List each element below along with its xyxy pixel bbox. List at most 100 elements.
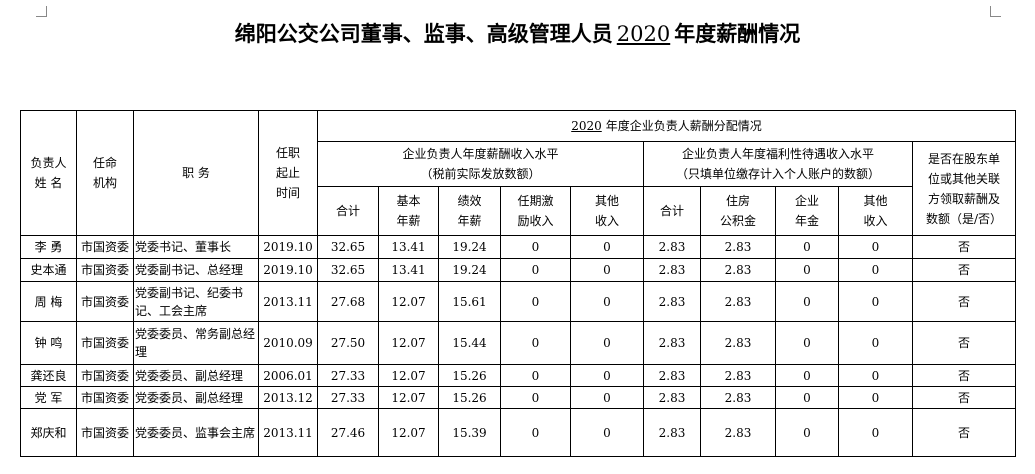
header-line: 是否在股东单 — [927, 151, 1000, 166]
header-line: 任期激 — [517, 194, 554, 208]
header-cell: 是否在股东单 位或其他关联 方领取薪酬及 数额（是/否） — [912, 141, 1016, 236]
data-cell: 2013.11 — [258, 281, 318, 322]
data-cell: 12.07 — [378, 386, 439, 409]
header-line: 企业 — [794, 194, 819, 208]
header-cell: 其他 收入 — [838, 186, 913, 236]
data-cell: 0 — [838, 408, 913, 457]
header-cell: 住房 公积金 — [700, 186, 776, 236]
data-cell: 0 — [500, 235, 571, 259]
header-line: 其他 — [594, 194, 619, 208]
data-cell: 12.07 — [378, 364, 439, 387]
title-year: 2020 — [616, 22, 671, 46]
header-line: 合计 — [335, 204, 360, 218]
corner-mark — [990, 6, 1001, 17]
data-cell: 0 — [775, 321, 839, 365]
data-cell: 2006.01 — [258, 364, 318, 387]
data-cell: 0 — [838, 258, 913, 282]
data-cell: 0 — [570, 408, 644, 457]
header-cell: 合计 — [643, 186, 701, 236]
data-cell: 0 — [500, 281, 571, 322]
data-row: 史本通 市国资委 党委副书记、总经理 2019.10 32.65 13.41 19.24 0 0… — [20, 258, 1016, 282]
data-cell: 2.83 — [700, 321, 776, 365]
data-cell: 0 — [775, 258, 839, 282]
header-cell: 其他 收入 — [570, 186, 644, 236]
data-cell: 党委委员、监事会主席 — [133, 408, 259, 457]
data-row: 李 勇市国资委 党委书记、董事长 2019.10 32.65 13.41 19.24 0 0 2… — [20, 235, 1016, 259]
data-cell: 0 — [838, 321, 913, 365]
header-cell: 任职 起止 时间 — [258, 110, 318, 236]
header-line: 收入 — [863, 214, 888, 228]
data-cell: 市国资委 — [76, 281, 134, 322]
header-line: 数额（是/否） — [925, 211, 1003, 226]
data-cell: 钟 鸣 — [20, 321, 77, 365]
header-cell: 合计 — [317, 186, 379, 236]
header-cell: 负责人姓 名 — [20, 110, 77, 236]
header-line: 其他 — [863, 194, 888, 208]
data-cell: 党 军 — [20, 386, 77, 409]
header-cell: 任期激 励收入 — [500, 186, 571, 236]
title-part: 绵阳公交公司董事、监事、高级管理人员 — [234, 21, 613, 46]
data-cell: 市国资委 — [76, 321, 134, 365]
data-cell: 13.41 — [378, 235, 439, 259]
data-cell: 市国资委 — [76, 258, 134, 282]
data-cell: 0 — [570, 364, 644, 387]
data-cell: 0 — [570, 235, 644, 259]
data-cell: 否 — [912, 258, 1016, 282]
data-cell: 否 — [912, 281, 1016, 322]
header-line: 公积金 — [719, 214, 756, 228]
data-cell: 0 — [775, 364, 839, 387]
header-cell: 任命 机构 — [76, 110, 134, 236]
data-cell: 2.83 — [700, 258, 776, 282]
data-cell: 15.39 — [438, 408, 501, 457]
data-cell: 否 — [912, 386, 1016, 409]
data-cell: 0 — [570, 258, 644, 282]
header-line: 基本 — [396, 194, 421, 208]
header-cell: 职 务 — [133, 110, 259, 236]
data-cell: 0 — [775, 408, 839, 457]
data-cell: 0 — [500, 386, 571, 409]
data-cell: 党委副书记、纪委书记、工会主席 — [133, 281, 259, 322]
data-cell: 0 — [570, 281, 644, 322]
data-cell: 32.65 — [317, 258, 379, 282]
data-cell: 12.07 — [378, 321, 439, 365]
data-cell: 2.83 — [643, 258, 701, 282]
data-cell: 0 — [838, 364, 913, 387]
salary-table: 负责人姓 名任命 机构职 务任职 起止 时间 2020 年度企业负责人薪酬分配情况 企业负责… — [20, 110, 1016, 457]
data-cell: 史本通 — [20, 258, 77, 282]
data-cell: 15.26 — [438, 364, 501, 387]
data-cell: 0 — [838, 235, 913, 259]
data-row: 党 军市国资委 党委委员、副总经理 2013.12 27.33 12.07 15.26 0 0… — [20, 386, 1016, 409]
data-row: 郑庆和 市国资委 党委委员、监事会主席 2013.11 27.46 12.07 15.39 0… — [20, 408, 1016, 457]
data-cell: 李 勇 — [20, 235, 77, 259]
header-line: 年金 — [794, 214, 819, 228]
group-year: 2020 — [571, 119, 602, 133]
data-cell: 2013.11 — [258, 408, 318, 457]
data-cell: 2010.09 — [258, 321, 318, 365]
data-cell: 2.83 — [643, 408, 701, 457]
data-cell: 0 — [775, 235, 839, 259]
data-cell: 2.83 — [700, 235, 776, 259]
data-cell: 15.44 — [438, 321, 501, 365]
header-line: 职 务 — [182, 166, 210, 180]
data-cell: 2.83 — [643, 386, 701, 409]
data-cell: 12.07 — [378, 281, 439, 322]
header-cell: 企业负责人年度福利性待遇收入水平 （只填单位缴存计入个人账户的数额） — [643, 141, 913, 187]
data-cell: 市国资委 — [76, 386, 134, 409]
header-line: （只填单位缴存计入个人账户的数额） — [675, 167, 880, 181]
header-line: 起止 — [275, 166, 300, 180]
data-cell: 2.83 — [643, 321, 701, 365]
data-cell: 27.33 — [317, 364, 379, 387]
header-line: 年薪 — [396, 214, 421, 228]
data-cell: 2.83 — [643, 281, 701, 322]
data-cell: 0 — [570, 386, 644, 409]
data-cell: 市国资委 — [76, 364, 134, 387]
data-cell: 2019.10 — [258, 235, 318, 259]
data-cell: 周 梅 — [20, 281, 77, 322]
header-line: 姓 名 — [34, 176, 63, 190]
title: 绵阳公交公司董事、监事、高级管理人员 2020 年度薪酬情况 — [0, 18, 1035, 48]
title-part: 年度薪酬情况 — [674, 21, 801, 46]
data-cell: 党委委员、副总经理 — [133, 364, 259, 387]
header-line: 任职 — [275, 146, 300, 160]
header-cell: 基本 年薪 — [378, 186, 439, 236]
data-cell: 党委副书记、总经理 — [133, 258, 259, 282]
